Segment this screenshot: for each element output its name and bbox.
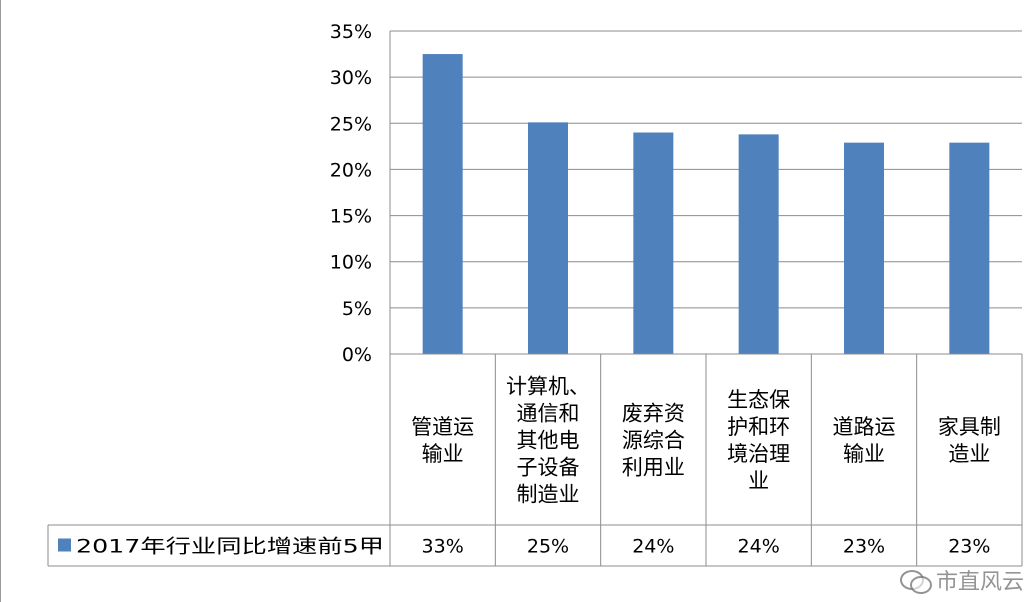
- y-tick-label: 10%: [330, 252, 372, 274]
- data-label: 24%: [632, 536, 674, 558]
- y-tick-label: 15%: [330, 206, 372, 228]
- x-tick-label: 道路运输业: [833, 415, 896, 466]
- x-tick-label: 生态保护和环境治理业: [727, 388, 790, 493]
- x-tick-label: 废弃资源综合利用业: [622, 402, 685, 480]
- data-label: 23%: [843, 536, 885, 558]
- data-label: 24%: [738, 536, 780, 558]
- data-label: 25%: [527, 536, 569, 558]
- x-tick-label: 家具制造业: [938, 415, 1001, 466]
- bar: [738, 134, 779, 354]
- x-tick-label: 计算机、通信和其他电子设备制造业: [506, 375, 590, 507]
- data-label: 23%: [948, 536, 990, 558]
- wechat-icon: [899, 568, 932, 594]
- bar: [633, 132, 674, 354]
- y-tick-label: 5%: [342, 298, 372, 320]
- bar: [422, 54, 463, 354]
- y-tick-label: 35%: [330, 21, 372, 43]
- y-tick-label: 30%: [330, 67, 372, 89]
- x-tick-label: 管道运输业: [411, 415, 474, 466]
- bars: [422, 54, 990, 354]
- y-tick-label: 0%: [342, 344, 372, 366]
- data-table: 管道运输业计算机、通信和其他电子设备制造业废弃资源综合利用业生态保护和环境治理业…: [47, 353, 1023, 567]
- bar: [844, 142, 884, 354]
- legend-entry: 2017年行业同比增速前5甲: [76, 536, 384, 558]
- y-tick-label: 25%: [330, 113, 372, 135]
- y-tick-label: 20%: [330, 159, 372, 181]
- watermark-text: 市直风云: [935, 570, 1024, 595]
- watermark: 市直风云: [899, 564, 1024, 596]
- data-label: 33%: [422, 536, 464, 558]
- bar: [949, 142, 990, 354]
- bar: [528, 122, 568, 354]
- y-axis: 0% 5% 10% 15% 20% 25% 30% 35%: [330, 21, 391, 366]
- legend-swatch: [58, 538, 71, 552]
